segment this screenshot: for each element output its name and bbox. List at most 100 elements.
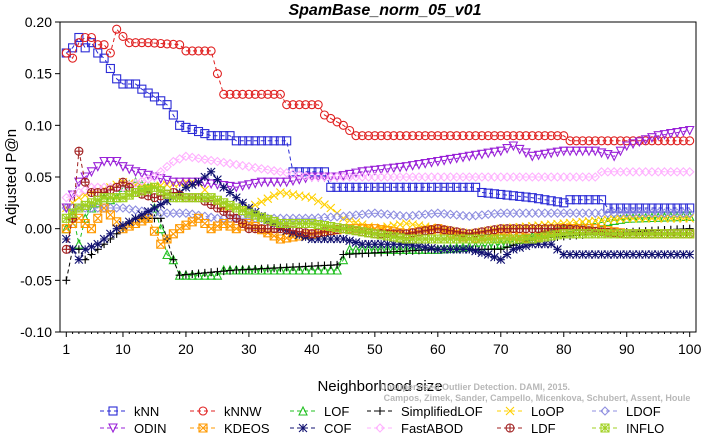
point-ODIN (99, 156, 109, 167)
legend-label: LoOP (531, 404, 564, 419)
point-FastABOD (577, 172, 588, 182)
point-kNNW (118, 31, 128, 42)
point-FastABOD (325, 172, 336, 182)
point-kNN (609, 203, 619, 213)
point-FastABOD (294, 170, 305, 180)
point-ODIN (225, 181, 235, 192)
point-kNN (590, 195, 600, 205)
point-FastABOD (206, 155, 216, 166)
point-kNN (263, 136, 273, 146)
point-INFLO (225, 200, 235, 210)
point-COF (546, 239, 556, 249)
point-kNNW (351, 131, 361, 141)
point-FastABOD (533, 172, 544, 182)
point-ODIN (533, 150, 544, 161)
point-kNN (370, 182, 380, 192)
point-kNNW (364, 131, 374, 141)
point-ODIN (414, 160, 424, 170)
point-ODIN (388, 163, 399, 174)
point-LDOF (666, 208, 676, 218)
point-INFLO (212, 195, 222, 205)
point-kNNW (615, 136, 625, 146)
point-COF (143, 207, 153, 216)
legend-marker (108, 406, 118, 416)
point-kNN (256, 136, 267, 146)
series-INFLO (61, 182, 695, 244)
point-kNN (571, 195, 581, 205)
point-kNNW (156, 38, 166, 49)
point-COF (200, 172, 210, 182)
point-kNNW (559, 131, 569, 141)
point-kNN (345, 182, 355, 192)
point-ODIN (489, 147, 500, 158)
point-LDOF (565, 208, 575, 218)
point-COF (603, 250, 613, 259)
point-COF (74, 255, 84, 265)
point-kNNW (212, 69, 222, 79)
point-kNN (112, 74, 122, 84)
point-ODIN (376, 165, 387, 175)
point-LDOF (640, 208, 651, 218)
legend-label: LOF (324, 404, 349, 419)
point-COF (446, 244, 455, 254)
point-LOF (281, 264, 292, 275)
point-LDOF (433, 208, 443, 218)
point-kNNW (168, 39, 178, 49)
point-kNN (282, 136, 292, 146)
point-FastABOD (464, 172, 475, 182)
point-kNN (615, 203, 625, 213)
point-kNNW (112, 24, 122, 34)
legend-label: kNN (134, 404, 159, 419)
point-kNNW (603, 136, 613, 146)
legend-label: INFLO (626, 421, 664, 434)
point-kNNW (149, 38, 160, 48)
point-FastABOD (225, 158, 235, 169)
point-ODIN (602, 150, 613, 160)
point-ODIN (502, 144, 512, 154)
point-FastABOD (307, 172, 317, 182)
y-tick-label: -0.05 (20, 272, 52, 288)
point-COF (521, 241, 531, 251)
point-LOF (288, 264, 298, 275)
point-COF (187, 180, 197, 190)
point-COF (483, 250, 493, 259)
point-LOF (212, 269, 223, 280)
x-tick-label: 30 (241, 341, 257, 357)
legend-label: SimplifiedLOF (401, 404, 483, 419)
point-kNNW (68, 53, 78, 63)
point-kNN (118, 79, 128, 89)
point-COF (370, 239, 380, 249)
point-kNN (508, 191, 518, 201)
point-FastABOD (395, 172, 405, 182)
point-LDF (213, 204, 222, 212)
point-kNNW (458, 131, 468, 141)
legend-marker (600, 406, 610, 416)
point-COF (490, 252, 499, 262)
point-FastABOD (640, 167, 651, 177)
point-kNN (212, 131, 222, 141)
point-COF (118, 220, 128, 230)
point-kNN (458, 182, 468, 192)
point-COF (609, 250, 619, 259)
point-FastABOD (672, 167, 682, 177)
point-INFLO (93, 195, 103, 205)
point-LDOF (634, 208, 645, 218)
point-LDOF (527, 208, 538, 218)
point-LDF (238, 219, 247, 228)
point-ODIN (275, 177, 286, 188)
point-kNNW (659, 136, 670, 146)
legend-item-LoOP: LoOP (497, 404, 564, 419)
point-LDF (439, 225, 449, 235)
point-LDF (118, 178, 127, 187)
point-kNNW (61, 48, 71, 58)
point-LOF (609, 215, 620, 225)
point-LOF (206, 269, 217, 280)
series-layer (61, 24, 695, 285)
point-kNN (80, 43, 90, 53)
point-LoOP (647, 213, 657, 223)
point-COF (578, 250, 588, 259)
point-COF (622, 250, 632, 259)
point-kNN (206, 131, 216, 141)
point-ODIN (634, 137, 645, 148)
point-LoOP (685, 213, 695, 223)
